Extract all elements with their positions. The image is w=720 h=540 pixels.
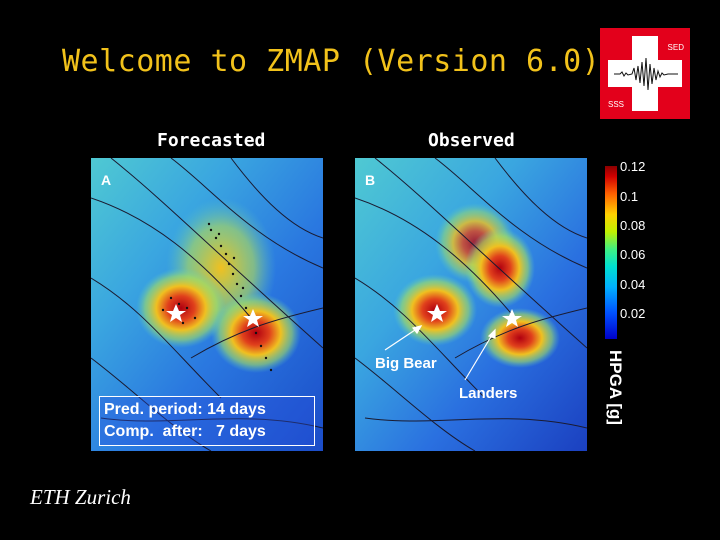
colorbar-tick: 0.08 — [620, 218, 646, 233]
big-bear-label: Big Bear — [375, 355, 437, 372]
colorbar-tick: 0.06 — [620, 247, 646, 262]
hpga-colorbar — [605, 166, 617, 339]
forecasted-heading: Forecasted — [157, 130, 266, 151]
panel-b-label: B — [365, 172, 376, 188]
colorbar-label-text: HPGA [g] — [606, 350, 625, 425]
colorbar-label: HPGA [g] — [601, 350, 631, 432]
colorbar-tick: 0.02 — [620, 306, 646, 321]
footer-institution: ETH Zurich — [30, 485, 131, 509]
logo-sed-text: SED — [667, 43, 684, 52]
prediction-period-text: Pred. period: 14 days — [104, 401, 266, 418]
panel-a-label: A — [101, 172, 112, 188]
forecasted-map: A Pred. period: 14 days Comp. after: 7 d… — [91, 158, 323, 451]
logo-sss-text: SSS — [608, 100, 625, 109]
page-title: Welcome to ZMAP (Version 6.0) — [62, 44, 601, 79]
comparison-after-text: Comp. after: 7 days — [104, 423, 266, 440]
colorbar-tick: 0.04 — [620, 277, 646, 292]
observed-map-graphic — [355, 158, 587, 451]
observed-heading: Observed — [428, 130, 515, 151]
colorbar-tick: 0.1 — [620, 189, 639, 204]
prediction-info-box: Pred. period: 14 days Comp. after: 7 day… — [99, 396, 315, 446]
seismogram-icon — [614, 57, 678, 91]
sed-logo: SED SSS — [600, 28, 690, 119]
forecasted-map-graphic — [91, 158, 323, 451]
colorbar-tick: 0.12 — [620, 159, 646, 174]
landers-label: Landers — [459, 385, 518, 402]
observed-map: B Big Bear Landers — [355, 158, 587, 451]
